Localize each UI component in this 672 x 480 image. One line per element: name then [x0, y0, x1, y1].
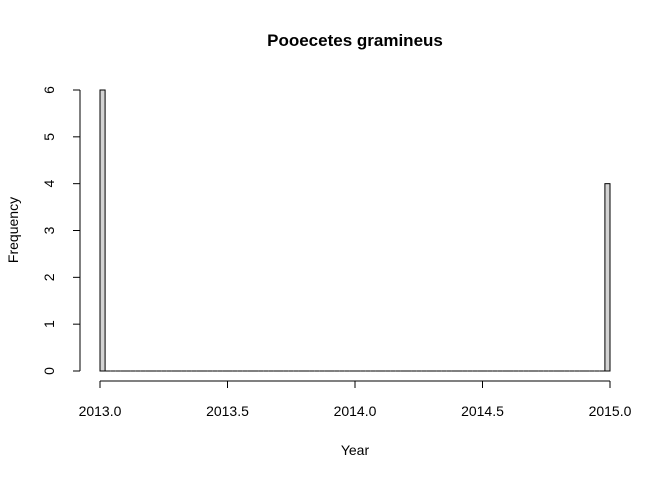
x-axis-label: Year	[341, 442, 370, 458]
y-axis: 0 1 2 3 4 5 6	[41, 86, 81, 375]
histogram-bar	[99, 89, 106, 372]
y-tick-label: 4	[41, 180, 57, 188]
x-tick-label: 2013.0	[79, 403, 122, 419]
y-axis-label: Frequency	[5, 197, 21, 263]
x-tick-label: 2015.0	[589, 403, 632, 419]
x-axis: 2013.0 2013.5 2014.0 2014.5 2015.0	[79, 380, 632, 419]
y-tick-label: 2	[41, 273, 57, 281]
y-tick-label: 1	[41, 320, 57, 328]
x-tick-label: 2014.5	[461, 403, 504, 419]
y-tick-label: 6	[41, 86, 57, 94]
y-tick-label: 5	[41, 133, 57, 141]
x-tick-label: 2014.0	[334, 403, 377, 419]
x-tick-label: 2013.5	[206, 403, 249, 419]
y-tick-label: 3	[41, 226, 57, 234]
chart-title: Pooecetes gramineus	[267, 31, 443, 50]
bars-group	[99, 89, 611, 372]
histogram-bar	[604, 183, 611, 372]
y-tick-label: 0	[41, 367, 57, 375]
